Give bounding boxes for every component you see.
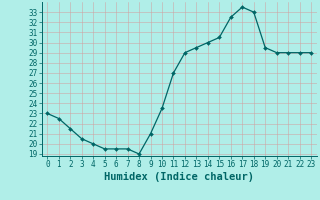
X-axis label: Humidex (Indice chaleur): Humidex (Indice chaleur): [104, 172, 254, 182]
